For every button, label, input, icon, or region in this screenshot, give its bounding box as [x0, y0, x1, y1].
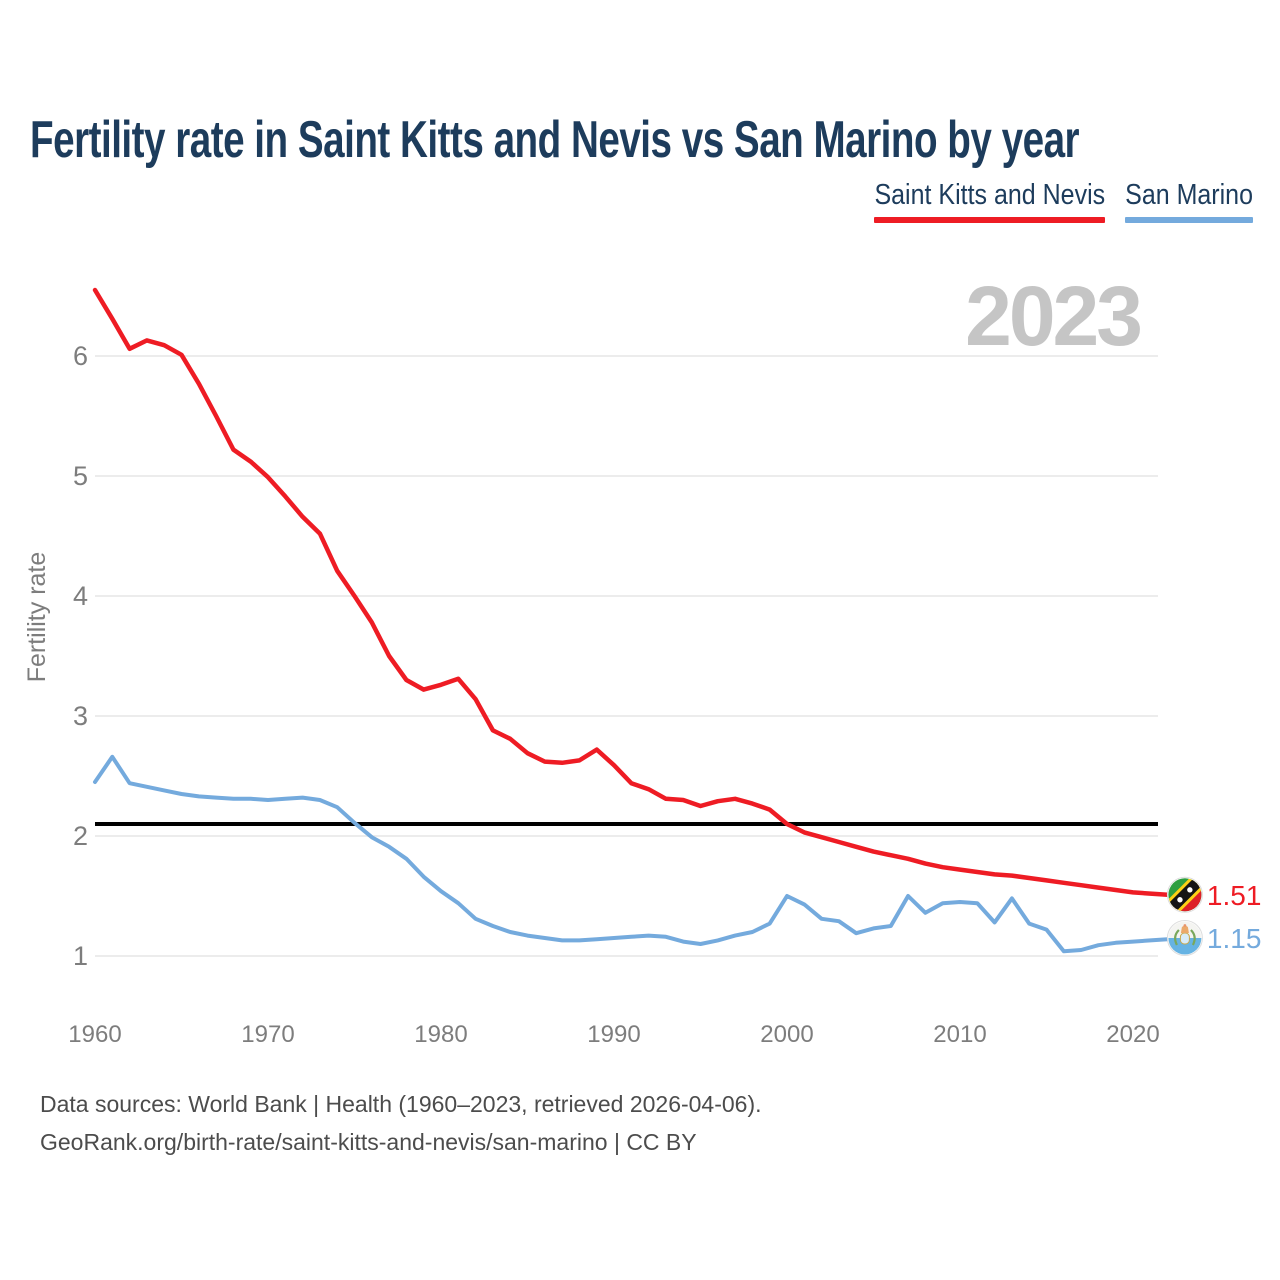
x-tick-label: 2020	[1106, 1021, 1159, 1048]
series-line-san-marino	[93, 754, 1187, 954]
x-tick-label: 1980	[414, 1021, 467, 1048]
y-tick-label: 6	[73, 341, 88, 371]
y-tick-label: 5	[73, 461, 88, 491]
saint-kitts-flag-icon	[1166, 876, 1203, 913]
x-tick-label: 2000	[760, 1021, 813, 1048]
y-tick-label: 2	[73, 821, 88, 851]
page-title: Fertility rate in Saint Kitts and Nevis …	[30, 112, 1080, 169]
y-axis-label: Fertility rate	[23, 552, 51, 683]
y-tick-label: 3	[73, 701, 88, 731]
legend-label-saint-kitts-and-nevis: Saint Kitts and Nevis	[874, 178, 1106, 211]
x-tick-label: 1990	[587, 1021, 640, 1048]
saint-kitts-end-marker: 1.51	[1166, 876, 1262, 913]
end-value-san-marino: 1.15	[1207, 923, 1262, 954]
tick-labels: 1 2 3 4 5 6 1960 1970 1980 1990 2000 2010 2020	[68, 341, 1159, 1048]
y-tick-label: 1	[73, 941, 88, 971]
legend-underline-saint-kitts-and-nevis	[874, 217, 1106, 223]
y-tick-label: 4	[73, 581, 88, 611]
san-marino-flag-icon	[1166, 920, 1203, 956]
data-sources-line: Data sources: World Bank | Health (1960–…	[40, 1091, 762, 1117]
legend: Saint Kitts and Nevis San Marino	[874, 179, 1253, 223]
san-marino-end-marker: 1.15	[1166, 920, 1262, 956]
end-value-saint-kitts: 1.51	[1207, 880, 1262, 911]
legend-item-saint-kitts-and-nevis[interactable]: Saint Kitts and Nevis	[874, 179, 1106, 223]
year-watermark: 2023	[965, 269, 1143, 363]
gridlines	[95, 355, 1158, 957]
legend-underline-san-marino	[1125, 217, 1253, 223]
x-tick-label: 2010	[933, 1021, 986, 1048]
footer: Data sources: World Bank | Health (1960–…	[40, 1085, 1140, 1161]
x-tick-label: 1970	[241, 1021, 294, 1048]
x-tick-label: 1960	[68, 1021, 121, 1048]
legend-label-san-marino: San Marino	[1125, 178, 1253, 211]
series-line-saint-kitts-and-nevis	[92, 287, 1188, 898]
attribution-line: GeoRank.org/birth-rate/saint-kitts-and-n…	[40, 1129, 697, 1155]
legend-item-san-marino[interactable]: San Marino	[1125, 179, 1253, 223]
